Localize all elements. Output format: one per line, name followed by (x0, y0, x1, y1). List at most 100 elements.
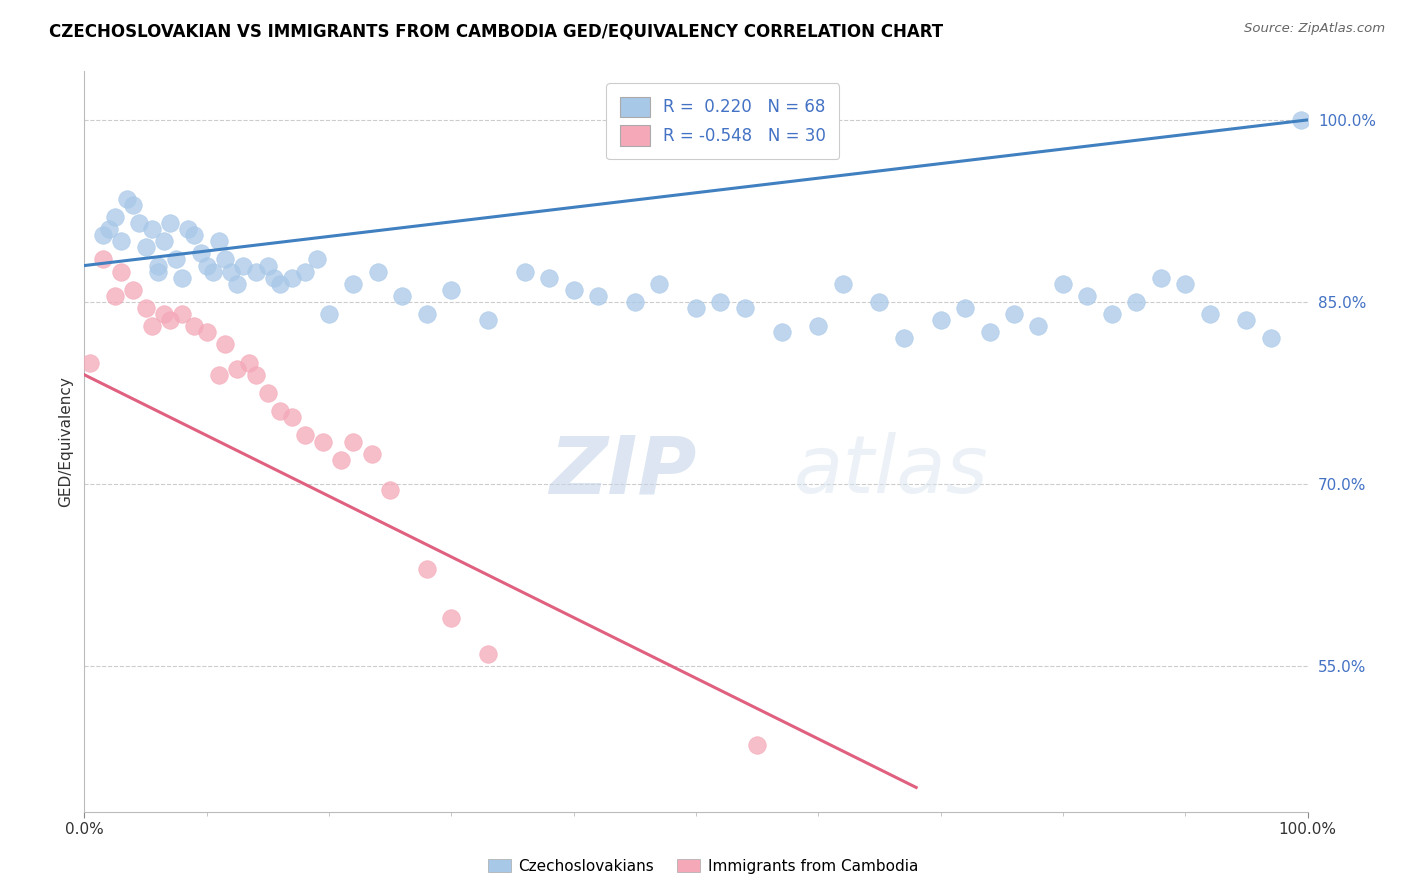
Point (172, 270, 194, 285)
Point (122, 283, 145, 297)
Point (1002, 307, 1025, 321)
Point (269, 404, 291, 418)
Point (685, 301, 707, 315)
Point (1052, 277, 1074, 291)
Point (146, 259, 169, 273)
Point (281, 410, 304, 425)
Point (115, 192, 138, 206)
Point (648, 277, 671, 291)
Point (440, 610, 463, 624)
Point (477, 313, 499, 327)
Point (91, 228, 114, 243)
Point (1236, 313, 1258, 327)
Point (586, 289, 609, 303)
Point (226, 277, 249, 291)
Point (135, 240, 157, 254)
Point (294, 265, 316, 279)
Point (360, 447, 382, 461)
Point (208, 368, 231, 382)
Point (281, 270, 304, 285)
Point (929, 313, 952, 327)
Point (165, 252, 187, 267)
Point (128, 216, 150, 230)
Point (391, 289, 413, 303)
Point (104, 210, 127, 224)
Point (416, 562, 439, 576)
Legend: Czechoslovakians, Immigrants from Cambodia: Czechoslovakians, Immigrants from Cambod… (482, 853, 924, 880)
Point (1291, 112, 1313, 127)
Point (305, 252, 328, 267)
Point (269, 277, 291, 291)
Point (97, 222, 120, 236)
Point (201, 265, 224, 279)
Point (538, 270, 561, 285)
Point (312, 434, 335, 449)
Point (294, 428, 316, 442)
Point (380, 483, 402, 497)
Point (153, 234, 176, 248)
Point (869, 295, 891, 310)
Point (159, 216, 181, 230)
Legend: R =  0.220   N = 68, R = -0.548   N = 30: R = 0.220 N = 68, R = -0.548 N = 30 (606, 83, 839, 159)
Point (208, 234, 231, 248)
Point (1076, 289, 1098, 303)
Point (257, 259, 280, 273)
Text: atlas: atlas (794, 432, 988, 510)
Point (1028, 319, 1050, 334)
Point (226, 361, 249, 376)
Point (953, 301, 976, 315)
Point (562, 283, 585, 297)
Point (214, 337, 236, 351)
Point (110, 265, 132, 279)
Point (440, 283, 463, 297)
Point (1174, 277, 1197, 291)
Point (979, 326, 1001, 340)
Point (1101, 307, 1123, 321)
Point (367, 265, 389, 279)
Point (831, 277, 853, 291)
Point (245, 368, 267, 382)
Point (477, 647, 499, 661)
Point (214, 252, 236, 267)
Point (172, 307, 194, 321)
Point (141, 319, 163, 334)
Point (183, 228, 205, 243)
Y-axis label: GED/Equivalency: GED/Equivalency (58, 376, 73, 507)
Point (141, 222, 163, 236)
Point (1150, 270, 1173, 285)
Point (709, 295, 731, 310)
Point (893, 331, 915, 345)
Text: Source: ZipAtlas.com: Source: ZipAtlas.com (1244, 22, 1385, 36)
Text: ZIP: ZIP (550, 432, 696, 510)
Point (770, 326, 793, 340)
Point (513, 265, 536, 279)
Point (263, 270, 285, 285)
Text: CZECHOSLOVAKIAN VS IMMIGRANTS FROM CAMBODIA GED/EQUIVALENCY CORRELATION CHART: CZECHOSLOVAKIAN VS IMMIGRANTS FROM CAMBO… (49, 22, 943, 40)
Point (153, 307, 176, 321)
Point (257, 386, 280, 401)
Point (135, 301, 157, 315)
Point (183, 319, 205, 334)
Point (1198, 307, 1220, 321)
Point (318, 307, 340, 321)
Point (734, 301, 756, 315)
Point (624, 295, 647, 310)
Point (1125, 295, 1147, 310)
Point (177, 222, 200, 236)
Point (159, 313, 181, 327)
Point (146, 265, 169, 279)
Point (342, 434, 364, 449)
Point (416, 307, 439, 321)
Point (807, 319, 830, 334)
Point (342, 277, 364, 291)
Point (122, 198, 145, 212)
Point (1260, 331, 1282, 345)
Point (79, 356, 101, 370)
Point (104, 289, 127, 303)
Point (195, 259, 218, 273)
Point (219, 265, 242, 279)
Point (232, 259, 254, 273)
Point (91, 252, 114, 267)
Point (195, 326, 218, 340)
Point (190, 246, 212, 260)
